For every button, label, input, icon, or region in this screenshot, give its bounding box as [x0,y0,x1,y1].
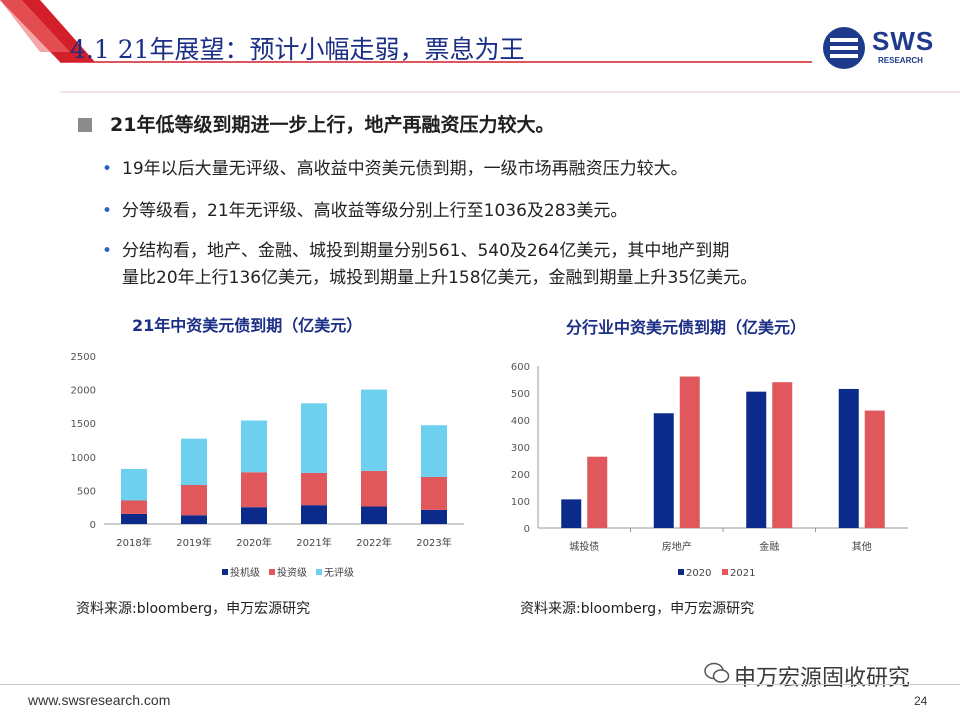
bar-segment [121,513,147,524]
y-tick-label: 200 [511,470,530,481]
sub-point-1: • 19年以后大量无评级、高收益中资美元债到期，一级市场再融资压力较大。 [102,156,688,183]
y-tick-label: 400 [511,416,530,427]
legend-label: 2021 [730,568,755,579]
wechat-icon [704,662,730,683]
bar [746,391,767,528]
chart1-maturity-by-rating: 0 500 1000 1500 2000 2500 2018年 2019年 2020年 2021年… [71,352,464,579]
bar [838,388,859,528]
y-tick-label: 1500 [71,419,96,430]
bullet-dot-icon: • [102,241,113,261]
legend-label: 投资级 [277,566,307,579]
y-tick-label: 0 [90,520,96,531]
y-tick-label: 0 [524,524,530,535]
y-tick-label: 100 [511,497,530,508]
bar-segment [301,505,327,524]
bar-segment [181,515,207,524]
page-title: 4.1 21年展望：预计小幅走弱，票息为王 [70,35,525,64]
x-tick-label: 金融 [759,540,779,553]
legend-label: 无评级 [324,567,354,579]
chart2-source: 资料来源:bloomberg，申万宏源研究 [520,601,755,617]
bar [679,376,700,528]
slide-header: 4.1 21年展望：预计小幅走弱，票息为王 SWS RESEARCH [0,0,960,96]
x-tick-label: 2022年 [356,536,391,549]
bar-segment [181,485,207,516]
main-point: 21年低等级到期进一步上行，地产再融资压力较大。 [110,114,555,136]
x-tick-label: 2019年 [176,536,211,549]
legend-swatch [316,569,322,575]
x-tick-label: 其他 [852,540,872,553]
bar-segment [361,470,387,507]
bar [864,410,885,528]
legend-swatch [269,569,275,575]
y-tick-label: 300 [511,443,530,454]
x-tick-label: 2018年 [116,536,151,549]
bar-segment [421,476,447,510]
sub-point-3: • 分结构看，地产、金融、城投到期量分别561、540及264亿美元，其中地产到… [102,238,729,265]
bar-segment [241,507,267,524]
bar-segment [301,472,327,506]
bar-segment [301,403,327,473]
bar-segment [421,425,447,477]
x-tick-label: 2021年 [296,536,331,549]
wechat-watermark: 申万宏源固收研究 [734,666,911,691]
main-bullet-square [78,118,92,132]
header-decoration [0,0,960,96]
bar [772,382,793,528]
chart1-source: 资料来源:bloomberg，申万宏源研究 [76,601,311,617]
bar-segment [241,420,267,473]
bar-segment [121,468,147,501]
legend-label: 投机级 [230,566,260,579]
x-tick-label: 房地产 [662,540,692,553]
y-tick-label: 600 [511,362,530,373]
bar-segment [361,389,387,471]
bullet-dot-icon: • [102,159,113,179]
y-tick-label: 2500 [71,352,96,363]
bar-segment [421,509,447,524]
logo-subtext: RESEARCH [878,56,923,65]
bar-segment [241,472,267,508]
sub-point-3-cont: 量比20年上行136亿美元，城投到期量上升158亿美元，金融到期量上升35亿美元… [122,268,758,288]
bar-segment [121,500,147,514]
bar [653,413,674,528]
page-number: 24 [914,694,928,708]
bar [587,456,608,528]
x-tick-label: 2023年 [416,536,451,549]
y-tick-label: 2000 [71,386,96,397]
y-tick-label: 500 [511,389,530,400]
bar-segment [181,438,207,486]
bar-segment [361,506,387,524]
chart1-title: 21年中资美元债到期（亿美元） [132,316,363,335]
logo-text: SWS [872,26,935,56]
legend-label: 2020 [686,568,711,579]
legend-swatch [678,569,684,575]
x-tick-label: 城投债 [569,540,599,553]
legend-swatch [222,569,228,575]
chart2-title: 分行业中资美元债到期（亿美元） [566,318,807,337]
x-tick-label: 2020年 [236,536,271,549]
footer-url[interactable]: www.swsresearch.com [28,692,171,708]
bullet-dot-icon: • [102,201,113,221]
sub-point-2: • 分等级看，21年无评级、高收益等级分别上行至1036及283美元。 [102,198,627,225]
legend-swatch [722,569,728,575]
sws-logo-icon [823,27,865,69]
chart2-maturity-by-sector: 0 100 200 300 400 500 600 城投债 房地产 金融 其他 2020 2021 [511,362,908,579]
footer-divider [0,684,960,685]
bar [561,499,582,528]
y-tick-label: 1000 [71,453,96,464]
y-tick-label: 500 [77,486,96,497]
